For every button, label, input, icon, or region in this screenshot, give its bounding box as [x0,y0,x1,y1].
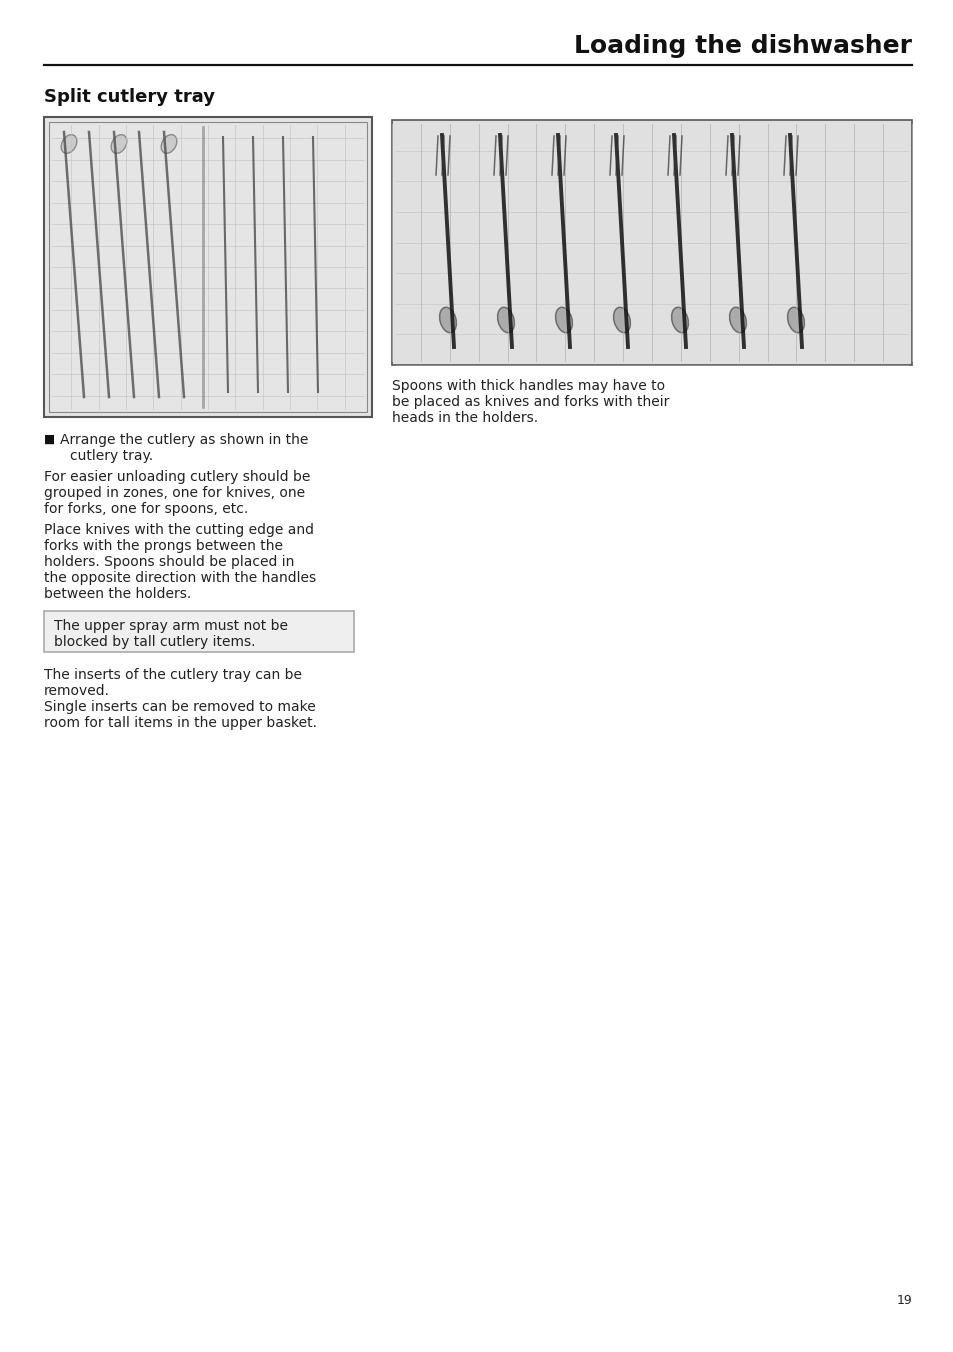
Text: Place knives with the cutting edge and: Place knives with the cutting edge and [44,523,314,537]
Text: Split cutlery tray: Split cutlery tray [44,88,214,105]
Text: holders. Spoons should be placed in: holders. Spoons should be placed in [44,554,294,569]
Text: ■: ■ [44,433,55,446]
Ellipse shape [112,135,127,153]
Text: 19: 19 [895,1294,911,1307]
Text: Arrange the cutlery as shown in the: Arrange the cutlery as shown in the [60,433,308,448]
Ellipse shape [497,307,514,333]
Ellipse shape [161,135,176,153]
Text: Spoons with thick handles may have to: Spoons with thick handles may have to [392,379,664,393]
Text: heads in the holders.: heads in the holders. [392,411,537,425]
Text: be placed as knives and forks with their: be placed as knives and forks with their [392,395,669,410]
Bar [44,118,372,416]
Text: for forks, one for spoons, etc.: for forks, one for spoons, etc. [44,502,248,516]
Ellipse shape [555,307,572,333]
Ellipse shape [613,307,630,333]
Text: room for tall items in the upper basket.: room for tall items in the upper basket. [44,717,316,730]
Bar [392,120,911,365]
Ellipse shape [671,307,688,333]
Text: The inserts of the cutlery tray can be: The inserts of the cutlery tray can be [44,668,302,683]
Text: For easier unloading cutlery should be: For easier unloading cutlery should be [44,469,310,484]
Text: between the holders.: between the holders. [44,587,191,600]
Text: grouped in zones, one for knives, one: grouped in zones, one for knives, one [44,485,305,500]
Text: forks with the prongs between the: forks with the prongs between the [44,538,283,553]
Text: Loading the dishwasher: Loading the dishwasher [574,34,911,58]
Ellipse shape [439,307,456,333]
Bar [49,122,367,412]
Text: blocked by tall cutlery items.: blocked by tall cutlery items. [54,634,255,649]
Text: the opposite direction with the handles: the opposite direction with the handles [44,571,315,584]
Ellipse shape [61,135,77,153]
Text: cutlery tray.: cutlery tray. [70,449,153,462]
Text: removed.: removed. [44,684,110,698]
Bar [44,611,354,652]
Ellipse shape [787,307,803,333]
Text: The upper spray arm must not be: The upper spray arm must not be [54,619,288,633]
Text: Single inserts can be removed to make: Single inserts can be removed to make [44,700,315,714]
Ellipse shape [729,307,745,333]
